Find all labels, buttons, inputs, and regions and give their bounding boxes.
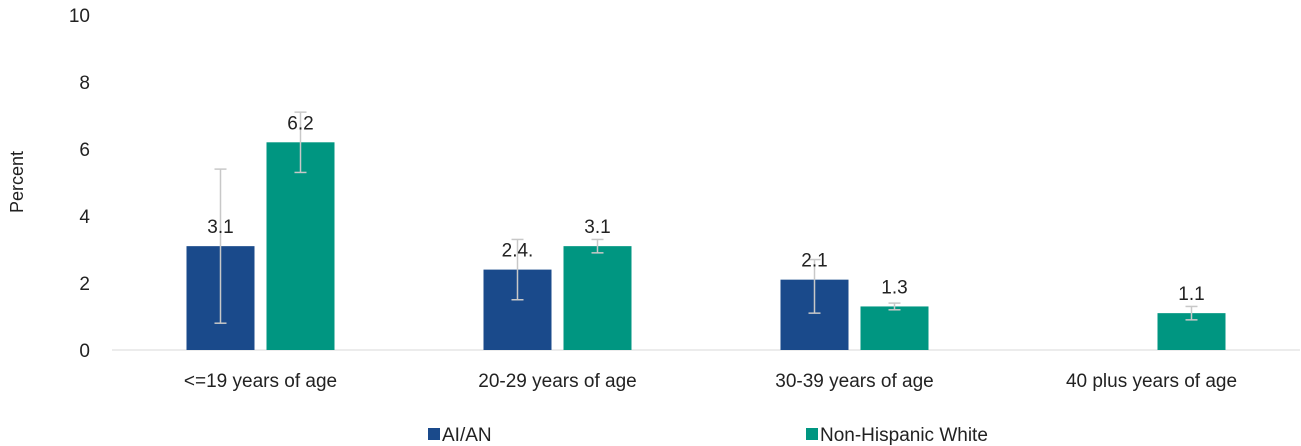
data-label: 3.1 <box>207 217 233 238</box>
y-tick-label: 4 <box>79 207 90 228</box>
data-label: 1.3 <box>881 277 907 298</box>
legend-label: Non-Hispanic White <box>820 425 988 446</box>
legend-label: AI/AN <box>442 425 492 446</box>
legend-swatch <box>428 428 440 440</box>
error-bar <box>888 302 901 311</box>
plot-area: 3.1 6.2 2.4. 3.1 2.1 1.3 1.1 <box>186 111 1226 350</box>
bar <box>266 142 335 350</box>
x-axis: <=19 years of age 20-29 years of age 30-39… <box>184 371 1237 392</box>
error-bar <box>591 238 604 254</box>
legend-swatch <box>806 428 818 440</box>
error-bar <box>511 238 524 301</box>
bar <box>860 306 929 350</box>
error-bar <box>808 258 821 314</box>
y-axis: 0 2 4 6 8 10 <box>69 6 91 362</box>
x-category-label: 20-29 years of age <box>478 371 636 392</box>
x-category-label: <=19 years of age <box>184 371 337 392</box>
data-label: 6.2 <box>287 113 313 134</box>
y-tick-label: 6 <box>79 140 90 161</box>
bar <box>563 246 632 350</box>
error-bar <box>214 168 227 324</box>
data-label: 2.1 <box>801 251 827 272</box>
data-label: 1.1 <box>1178 284 1204 305</box>
legend: AI/AN Non-Hispanic White <box>428 425 988 446</box>
data-label: 3.1 <box>584 217 610 238</box>
error-bar <box>294 111 307 174</box>
y-tick-label: 10 <box>69 6 90 27</box>
x-category-label: 30-39 years of age <box>775 371 933 392</box>
y-tick-label: 2 <box>79 274 90 295</box>
y-axis-title: Percent <box>7 151 27 213</box>
y-tick-label: 0 <box>79 341 90 362</box>
y-tick-label: 8 <box>79 73 90 94</box>
error-bar <box>1185 305 1198 321</box>
data-label: 2.4. <box>502 241 534 262</box>
x-category-label: 40 plus years of age <box>1066 371 1237 392</box>
